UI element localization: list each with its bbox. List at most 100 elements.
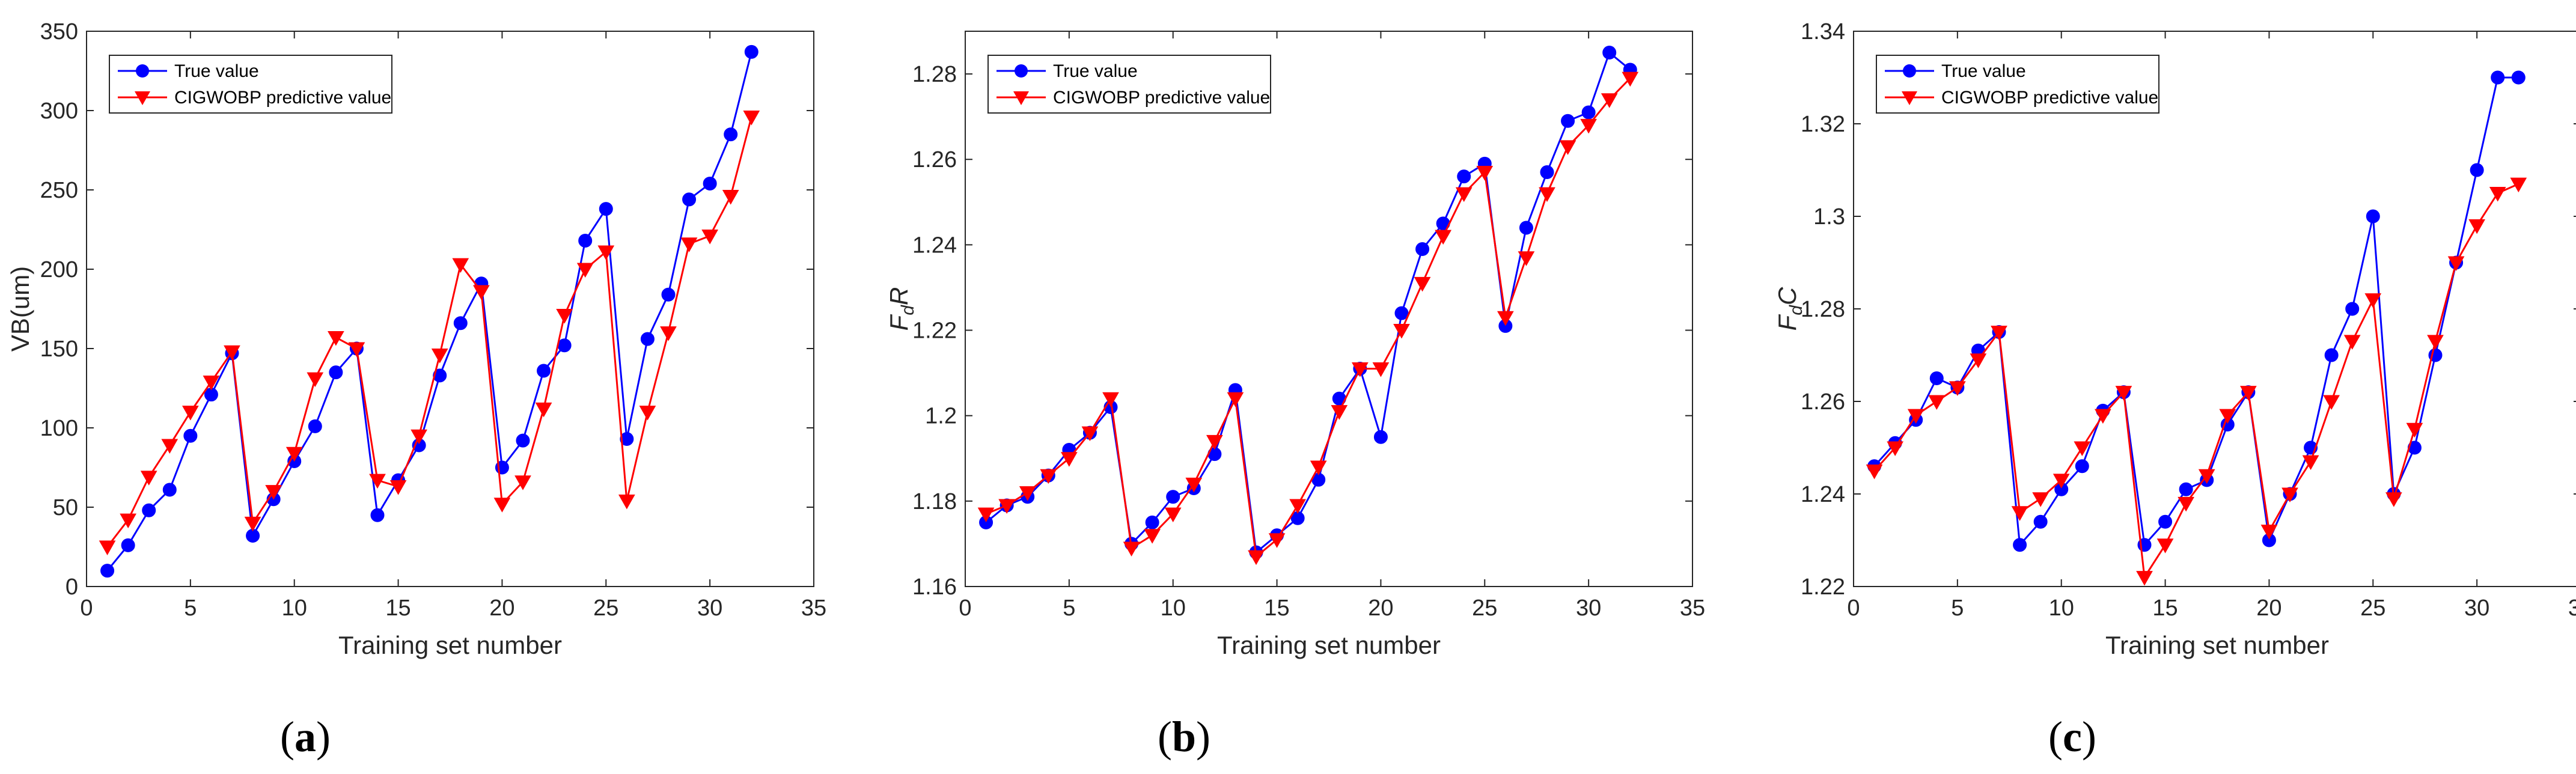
predictive-value-point	[120, 513, 136, 529]
predictive-value-point	[514, 475, 531, 490]
true-value-point	[640, 332, 655, 346]
legend-label: CIGWOBP predictive value	[1941, 88, 2158, 108]
true-value-point	[370, 508, 385, 522]
predictive-value-point	[140, 471, 157, 486]
true-value-point	[578, 233, 593, 248]
predictive-value-point	[1476, 166, 1494, 181]
true-value-point	[2345, 302, 2360, 316]
true-value-point	[1166, 490, 1180, 504]
predictive-value-point	[1185, 477, 1203, 493]
predictive-value-point	[1040, 469, 1057, 484]
caption-close-paren: )	[1196, 713, 1210, 761]
predictive-value-point	[2219, 409, 2236, 424]
predictive-value-point	[1102, 392, 1119, 407]
true-value-point	[1540, 165, 1554, 180]
y-tick-label: 1.24	[912, 233, 957, 258]
legend-label: CIGWOBP predictive value	[1053, 88, 1270, 108]
predictive-value-point	[1310, 460, 1327, 476]
predictive-value-point	[1164, 507, 1182, 523]
predictive-value-point	[161, 439, 179, 454]
plot-frame	[86, 31, 814, 587]
y-tick-label: 150	[40, 337, 78, 362]
predictive-value-point	[2198, 469, 2215, 484]
caption-close-paren: )	[2082, 713, 2096, 761]
legend-marker	[136, 64, 149, 78]
predictive-value-point	[722, 190, 739, 205]
x-axis-label: Training set number	[2105, 631, 2329, 659]
x-tick-label: 5	[1951, 596, 1964, 621]
x-tick-label: 15	[1264, 596, 1289, 621]
predictive-value-point	[2095, 409, 2111, 424]
predictive-value-point	[2115, 386, 2132, 401]
predictive-value-point	[1289, 499, 1306, 514]
caption-close-paren: )	[316, 713, 331, 761]
legend-marker	[1013, 91, 1029, 105]
predictive-value-point	[1372, 362, 1390, 377]
x-tick-label: 35	[801, 596, 826, 621]
x-tick-label: 20	[489, 596, 514, 621]
y-tick-label: 100	[40, 416, 78, 441]
panel-a: 0 5 10 15 20 25 30 35050100150200250300350Train…	[6, 19, 826, 761]
predictive-value-point	[1455, 187, 1473, 203]
legend-box	[1876, 55, 2159, 114]
predictive-value-point	[1144, 529, 1161, 544]
series-line-predictive-value	[986, 78, 1631, 559]
predictive-value-point	[597, 245, 615, 260]
true-value-point	[142, 503, 156, 517]
predictive-value-point	[1991, 326, 2007, 341]
true-value-point	[1581, 105, 1596, 120]
true-value-point	[1602, 46, 1617, 60]
predictive-value-point	[660, 326, 677, 341]
predictive-value-point	[1887, 441, 1903, 457]
x-tick-label: 10	[2049, 596, 2074, 621]
predictive-value-point	[2427, 335, 2444, 350]
predictive-value-point	[1352, 362, 1369, 377]
predictive-value-point	[2178, 496, 2194, 512]
predictive-value-point	[1518, 251, 1535, 266]
predictive-value-point	[2489, 187, 2506, 202]
predictive-value-point	[2447, 256, 2465, 272]
caption-letter: b	[1172, 713, 1196, 761]
x-tick-label: 30	[1576, 596, 1601, 621]
legend-box	[109, 55, 392, 114]
y-label-sub: d	[1786, 305, 1806, 315]
predictive-value-point	[977, 507, 995, 523]
y-tick-label: 350	[40, 19, 78, 44]
true-value-point	[183, 428, 198, 443]
x-axis-label: Training set number	[1217, 631, 1441, 659]
true-value-point	[308, 419, 322, 433]
predictive-value-point	[535, 402, 552, 418]
predictive-value-point	[2468, 219, 2486, 234]
true-value-point	[162, 483, 177, 497]
true-value-point	[2013, 538, 2027, 552]
true-value-point	[2033, 514, 2048, 529]
predictive-value-point	[452, 258, 469, 273]
y-tick-label: 1.34	[1801, 19, 1845, 44]
series-line-predictive-value	[1873, 183, 2519, 580]
x-tick-label: 10	[1161, 596, 1186, 621]
predictive-value-point	[556, 309, 573, 324]
predictive-value-point	[1206, 434, 1223, 450]
true-value-point	[744, 44, 758, 59]
y-label-tail: R	[885, 287, 913, 305]
predictive-value-point	[224, 345, 240, 361]
y-tick-label: 1.22	[1801, 574, 1845, 600]
predictive-value-point	[639, 406, 656, 421]
predictive-value-point	[2323, 395, 2340, 410]
x-tick-label: 25	[2360, 596, 2385, 621]
series-line-predictive-value	[106, 117, 752, 547]
predictive-value-point	[2406, 422, 2423, 438]
predictive-value-point	[2011, 506, 2028, 521]
predictive-value-point	[265, 485, 282, 500]
true-value-point	[2511, 70, 2526, 85]
legend-marker	[1903, 64, 1916, 78]
predictive-value-point	[473, 285, 490, 300]
predictive-value-point	[285, 446, 303, 462]
x-tick-label: 20	[1368, 596, 1393, 621]
true-value-point	[1415, 242, 1430, 256]
predictive-value-point	[1497, 311, 1514, 326]
caption-open-paren: (	[1158, 713, 1172, 761]
caption-open-paren: (	[280, 713, 295, 761]
true-value-point	[537, 364, 551, 378]
predictive-value-point	[2053, 474, 2070, 489]
